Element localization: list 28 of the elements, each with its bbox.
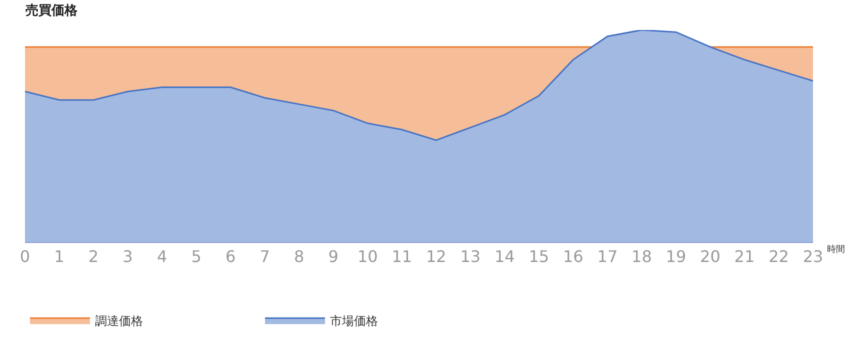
x-tick-label: 3 bbox=[122, 247, 133, 266]
x-tick-label: 0 bbox=[20, 247, 30, 266]
x-tick-label: 7 bbox=[260, 247, 270, 266]
x-tick-label: 2 bbox=[88, 247, 99, 266]
x-tick-label: 18 bbox=[632, 247, 652, 266]
x-tick-label: 1 bbox=[54, 247, 64, 266]
x-tick-label: 8 bbox=[294, 247, 304, 266]
x-tick-label: 10 bbox=[357, 247, 378, 266]
x-tick-label: 5 bbox=[191, 247, 202, 266]
x-tick-label: 16 bbox=[562, 247, 584, 266]
x-axis-title: 時間 bbox=[827, 244, 845, 255]
legend-label: 市場価格 bbox=[330, 314, 378, 328]
x-tick-label: 6 bbox=[225, 247, 236, 266]
x-tick-label: 21 bbox=[734, 247, 755, 266]
x-tick-label: 14 bbox=[494, 247, 515, 266]
x-tick-label: 12 bbox=[426, 247, 446, 266]
x-tick-label: 15 bbox=[528, 247, 550, 266]
x-tick-label: 9 bbox=[328, 247, 338, 266]
legend-label: 調達価格 bbox=[95, 314, 143, 328]
x-tick-label: 17 bbox=[597, 247, 618, 266]
x-tick-label: 23 bbox=[802, 247, 824, 266]
x-tick-label: 13 bbox=[460, 247, 481, 266]
x-tick-label: 19 bbox=[666, 247, 686, 266]
chart-title: 売買価格 bbox=[25, 3, 78, 18]
x-tick-label: 22 bbox=[768, 247, 789, 266]
x-tick-label: 4 bbox=[156, 247, 168, 266]
x-tick-label: 11 bbox=[392, 247, 412, 266]
x-tick-label: 20 bbox=[700, 247, 720, 266]
